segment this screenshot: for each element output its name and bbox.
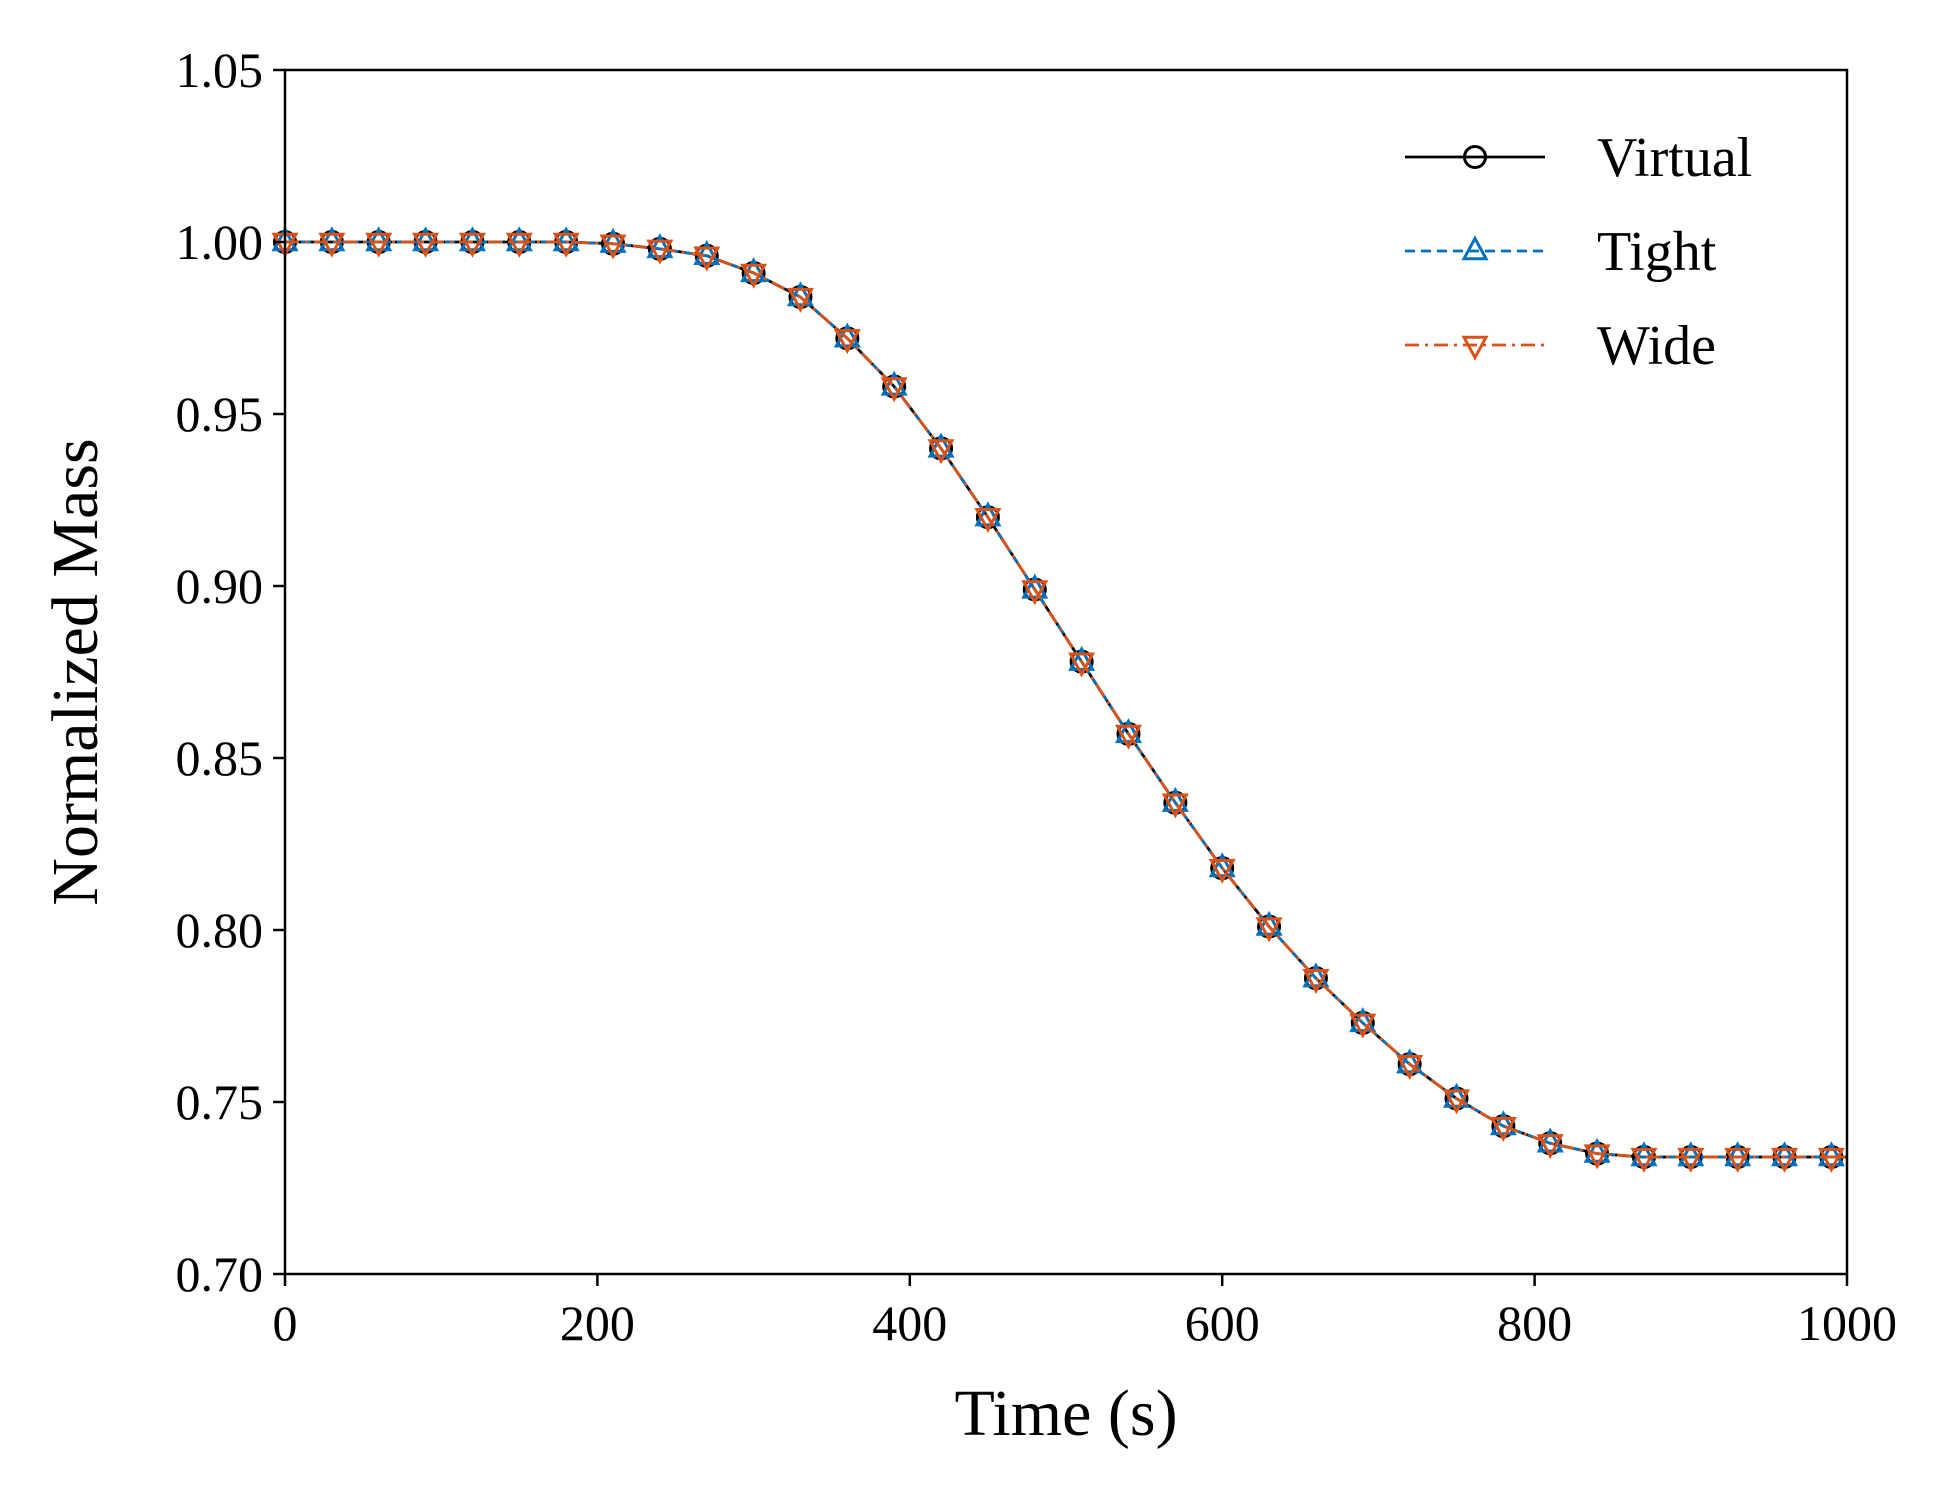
data-point <box>458 232 486 258</box>
data-point <box>412 232 440 258</box>
x-axis-title: Time (s) <box>954 1377 1177 1450</box>
data-point <box>1208 852 1236 878</box>
legend-label: Tight <box>1597 221 1717 283</box>
data-point <box>1817 1141 1845 1167</box>
data-point <box>1114 724 1142 750</box>
data-point <box>1583 1144 1611 1170</box>
data-point <box>1255 910 1283 936</box>
x-tick-label: 0 <box>273 1295 298 1351</box>
data-point <box>880 377 908 403</box>
data-point <box>552 232 580 258</box>
data-point <box>880 370 908 396</box>
plot-frame <box>283 68 1849 1276</box>
data-point <box>318 226 346 252</box>
data-point <box>833 329 861 355</box>
data-point <box>1255 917 1283 943</box>
legend-item-wide: Wide <box>1405 315 1716 377</box>
data-point <box>1349 1013 1377 1039</box>
y-tick-label: 0.95 <box>176 386 264 442</box>
data-point <box>1114 718 1142 744</box>
y-tick-label: 0.70 <box>176 1246 264 1302</box>
data-point <box>1771 1147 1799 1173</box>
y-tick-label: 0.75 <box>176 1074 264 1130</box>
data-point <box>599 227 627 253</box>
data-point <box>1396 1048 1424 1074</box>
data-point <box>927 432 955 458</box>
data-point <box>1021 573 1049 599</box>
data-point <box>1489 1116 1517 1142</box>
data-point <box>1677 1147 1705 1173</box>
legend-item-virtual: Virtual <box>1405 127 1752 189</box>
data-point <box>1724 1147 1752 1173</box>
data-point <box>1302 962 1330 988</box>
data-point <box>646 239 674 265</box>
legend-label: Wide <box>1597 315 1716 377</box>
series-line-tight <box>285 240 1832 1159</box>
data-point <box>1630 1147 1658 1173</box>
data-point <box>1161 786 1189 812</box>
x-tick-label: 800 <box>1497 1295 1572 1351</box>
data-point <box>1630 1141 1658 1167</box>
data-point <box>1068 645 1096 671</box>
data-point <box>974 508 1002 534</box>
data-point <box>974 501 1002 527</box>
data-point <box>412 226 440 252</box>
data-point <box>1536 1134 1564 1160</box>
data-point <box>599 234 627 260</box>
data-point <box>318 232 346 258</box>
data-point <box>740 263 768 289</box>
data-point <box>1161 793 1189 819</box>
data-point <box>1817 1147 1845 1173</box>
x-tick-label: 600 <box>1185 1295 1260 1351</box>
data-point <box>1302 968 1330 994</box>
legend-marker <box>1461 235 1489 261</box>
y-axis-title: Normalized Mass <box>39 438 112 905</box>
data-point <box>505 232 533 258</box>
legend-label: Virtual <box>1597 127 1752 189</box>
data-point <box>1208 858 1236 884</box>
x-tick-label: 200 <box>560 1295 635 1351</box>
data-point <box>1021 580 1049 606</box>
data-point <box>833 322 861 348</box>
y-tick-label: 1.05 <box>176 42 264 98</box>
legend-item-tight: Tight <box>1405 221 1717 283</box>
y-tick-label: 0.85 <box>176 730 264 786</box>
x-tick-label: 400 <box>872 1295 947 1351</box>
data-point <box>1442 1082 1471 1108</box>
y-tick-label: 0.90 <box>176 558 264 614</box>
data-point <box>786 281 814 307</box>
series-layer <box>271 226 1847 1173</box>
data-point <box>786 287 814 313</box>
data-point <box>1724 1141 1752 1167</box>
y-tick-label: 0.80 <box>176 902 264 958</box>
legend-marker <box>1461 335 1489 361</box>
series-line-wide <box>285 240 1832 1159</box>
data-point <box>1349 1007 1377 1033</box>
series-line-virtual <box>285 240 1832 1159</box>
data-point <box>1442 1089 1471 1115</box>
data-point <box>552 226 580 252</box>
x-axis-ticks: 0 200 400 600 800 1000 <box>273 1274 1897 1351</box>
data-point <box>646 233 674 259</box>
y-axis-ticks: 0.70 0.75 0.80 0.85 0.90 0.95 1.00 1.05 <box>176 42 285 1302</box>
legend: Virtual Tight Wide <box>1405 127 1752 377</box>
data-point <box>1068 652 1096 678</box>
legend-marker <box>1463 145 1487 169</box>
y-tick-label: 1.00 <box>176 214 264 270</box>
data-point <box>927 439 955 465</box>
data-point <box>1677 1141 1705 1167</box>
data-point <box>505 226 533 252</box>
data-point <box>693 239 721 265</box>
data-point <box>1396 1054 1424 1080</box>
data-point <box>458 226 486 252</box>
data-point <box>693 246 721 272</box>
data-point <box>365 226 393 252</box>
data-point <box>1771 1141 1799 1167</box>
data-point <box>365 232 393 258</box>
x-tick-label: 1000 <box>1797 1295 1897 1351</box>
